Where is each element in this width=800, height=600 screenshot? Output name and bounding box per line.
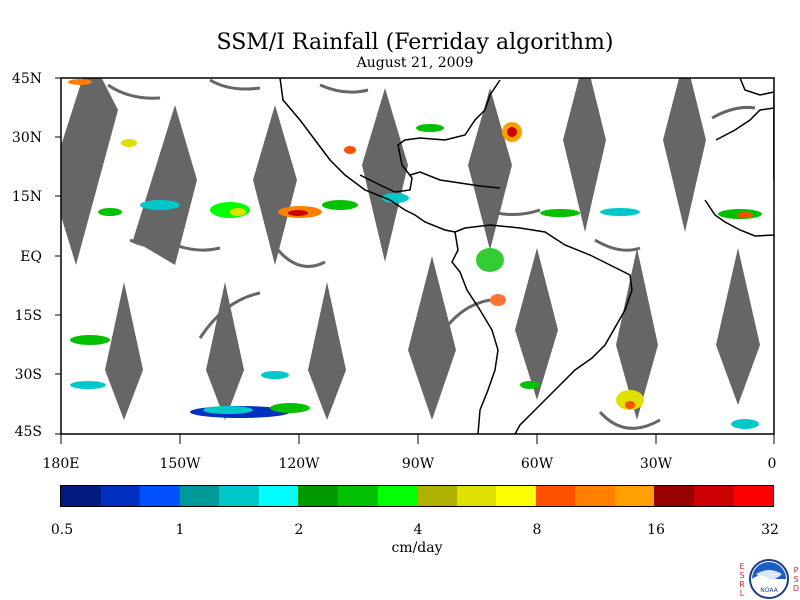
lat-label-30s: 30S: [14, 367, 42, 383]
lat-label-eq: EQ: [20, 249, 42, 265]
chart-subtitle: August 21, 2009: [356, 55, 474, 71]
colorbar-swatch-13: [575, 486, 615, 506]
colorbar-label-2: 2: [294, 522, 304, 538]
colorbar-swatch-15: [654, 486, 694, 506]
colorbar-swatch-0: [61, 486, 101, 506]
colorbar-swatch-8: [377, 486, 418, 506]
swath-edge-arcs: [107, 78, 756, 430]
colorbar-swatch-14: [614, 486, 655, 506]
colorbar-swatch-1: [100, 486, 141, 506]
lat-label-45s: 45S: [14, 424, 42, 440]
colorbar-swatch-4: [219, 486, 259, 506]
colorbar-swatch-2: [140, 486, 180, 506]
lon-label-30w: 30W: [639, 456, 673, 472]
rainfall-cells: [68, 79, 762, 429]
colorbar-swatch-5: [258, 486, 299, 506]
colorbar-label-0-5: 0.5: [50, 522, 74, 538]
colorbar: [60, 485, 774, 507]
colorbar-label-1: 1: [175, 522, 185, 538]
colorbar-swatch-12: [535, 486, 576, 506]
lat-label-15s: 15S: [14, 308, 42, 324]
colorbar-swatch-17: [733, 486, 774, 506]
swath-gaps: [61, 78, 774, 420]
lon-label-120w: 120W: [278, 456, 320, 472]
lon-label-180e: 180E: [42, 456, 80, 472]
colorbar-swatch-11: [496, 486, 536, 506]
logo-center-text: NOAA: [760, 587, 778, 594]
colorbar-label-32: 32: [761, 522, 779, 538]
lon-label-60w: 60W: [520, 456, 554, 472]
colorbar-swatch-3: [179, 486, 220, 506]
noaa-emblem-icon: NOAA: [749, 559, 789, 599]
colorbar-swatch-6: [298, 486, 338, 506]
colorbar-label-8: 8: [532, 522, 542, 538]
lon-label-90w: 90W: [401, 456, 435, 472]
colorbar-swatch-16: [694, 486, 734, 506]
axis-ticks: [55, 77, 775, 444]
lon-label-150w: 150W: [159, 456, 201, 472]
lat-label-30n: 30N: [11, 130, 42, 146]
chart-title: SSM/I Rainfall (Ferriday algorithm): [216, 30, 614, 55]
colorbar-units: cm/day: [391, 540, 443, 556]
coastlines: [279, 78, 774, 434]
lat-label-15n: 15N: [11, 189, 42, 205]
colorbar-swatch-9: [417, 486, 457, 506]
lat-label-45n: 45N: [11, 71, 42, 87]
colorbar-label-16: 16: [647, 522, 665, 538]
lon-label-0: 0: [767, 456, 777, 472]
colorbar-swatch-10: [456, 486, 497, 506]
colorbar-swatch-7: [337, 486, 378, 506]
colorbar-label-4: 4: [413, 522, 423, 538]
